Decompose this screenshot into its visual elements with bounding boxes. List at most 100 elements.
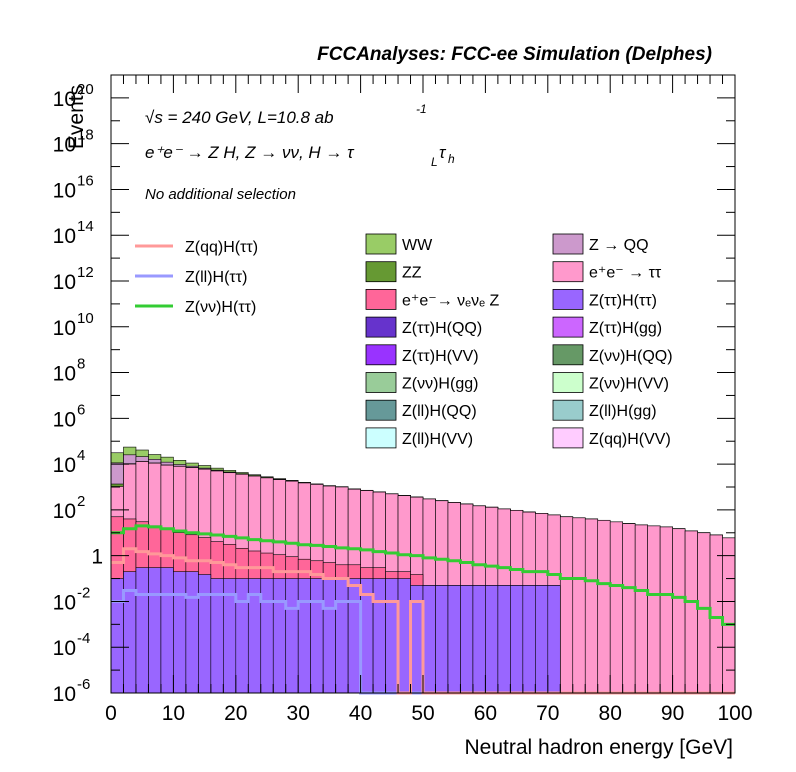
y-tick-base: 10 (53, 454, 76, 477)
legend-box-item: Z(ll)H(QQ) (365, 399, 477, 421)
y-tick-label: 10 6 (53, 401, 86, 431)
legend-box-swatch (365, 399, 397, 421)
y-tick-exp: 6 (77, 401, 85, 418)
stack-bar (697, 532, 711, 694)
legend-lines: Z(qq)H(ττ) Z(ll)H(ττ) Z(νν)H(ττ) (135, 239, 258, 316)
y-tick-label: 1 (91, 546, 103, 569)
x-tick-label: 70 (536, 702, 559, 725)
y-tick-label: 10 18 (53, 127, 94, 157)
y-tick-base: 10 (53, 500, 76, 523)
y-tick-base: 10 (53, 271, 76, 294)
legend-line-label: Z(νν)H(ττ) (185, 299, 256, 316)
x-tick-label: 50 (411, 702, 434, 725)
y-tick-base: 10 (53, 179, 76, 202)
legend-line-item: Z(νν)H(ττ) (135, 299, 256, 316)
energy-text: √s = 240 GeV, L=10.8 ab (145, 108, 334, 127)
stack-bar (522, 585, 536, 694)
stack-bar (510, 585, 524, 694)
legend-box-swatch (552, 316, 584, 338)
y-tick-base: 10 (53, 363, 76, 386)
stack-bar (672, 528, 686, 694)
legend-box-label: Z(ττ)H(VV) (402, 348, 479, 365)
process-sub2: h (448, 152, 455, 166)
stack-bar (647, 525, 661, 694)
y-tick-exp: 10 (77, 310, 94, 327)
stack-bar (322, 578, 336, 694)
stack-bar (310, 578, 324, 694)
y-tick-base: 10 (53, 637, 76, 660)
legend-box-label: Z(ll)H(VV) (402, 431, 473, 448)
legend-box-label: Z(νν)H(QQ) (589, 348, 673, 365)
stack-bar (435, 585, 449, 694)
y-tick-label: 10 16 (53, 172, 94, 202)
y-tick-label: 10 8 (53, 356, 86, 386)
legend-box-label: Z(qq)H(VV) (589, 431, 671, 448)
legend-box-item: Z(νν)H(QQ) (552, 344, 673, 366)
selection-annotation: No additional selection (145, 186, 296, 203)
stack-bar (235, 578, 249, 694)
x-tick-label: 30 (287, 702, 310, 725)
stack-bar (347, 578, 361, 694)
legend-box-label: Z(ττ)H(ττ) (589, 292, 657, 309)
stack-bar (709, 534, 723, 694)
x-tick-label: 90 (661, 702, 684, 725)
legend-box-item: Z(ττ)H(VV) (365, 344, 479, 366)
y-tick-label: 10 14 (53, 218, 94, 248)
x-tick-label: 60 (474, 702, 497, 725)
stack-bar (497, 585, 511, 694)
legend-line-item: Z(qq)H(ττ) (135, 239, 258, 256)
signal-line-2 (111, 524, 735, 626)
legend-box-swatch (365, 344, 397, 366)
stack-bar (609, 521, 623, 694)
legend-box-label: Z(ττ)H(gg) (589, 320, 662, 337)
legend-box-item: e⁺e⁻→ νₑνₑ Z (365, 288, 499, 310)
y-tick-base: 10 (53, 408, 76, 431)
x-tick-label: 80 (599, 702, 622, 725)
energy-annotation: √s = 240 GeV, L=10.8 ab -1 (145, 102, 427, 127)
legend-line-label: Z(ll)H(ττ) (185, 269, 247, 286)
legend-box-swatch (552, 288, 584, 310)
legend-line-label: Z(qq)H(ττ) (185, 239, 258, 256)
stack-bar (397, 578, 411, 694)
stack-bar (447, 585, 461, 694)
process-annotation: e⁺e⁻ → Z H, Z → νν, H → τ L τ h (145, 143, 455, 169)
plot-area (110, 446, 736, 695)
stack-bar (559, 516, 574, 694)
stack-bar (634, 524, 648, 694)
legend-box-label: e⁺e⁻ → ττ (589, 265, 662, 282)
stack-bar (173, 571, 187, 694)
stack-bar (460, 585, 474, 694)
legend-box-item: WW (365, 233, 433, 255)
stack-bar (584, 518, 599, 694)
legend-box-item: Z(ll)H(VV) (365, 427, 473, 449)
legend-box-item: Z(ττ)H(QQ) (365, 316, 482, 338)
y-tick-label: 10 12 (53, 264, 94, 294)
legend-box-label: Z(ll)H(gg) (589, 403, 657, 420)
legend-box-swatch (365, 372, 397, 393)
y-tick-label: 10 2 (53, 493, 86, 523)
y-tick-exp: -2 (77, 584, 90, 601)
stack-bar (198, 574, 212, 694)
x-tick-label: 20 (224, 702, 247, 725)
stack-bar (185, 571, 199, 694)
stack-bar (372, 578, 386, 694)
chart-title: FCCAnalyses: FCC-ee Simulation (Delphes) (317, 44, 712, 65)
legend-box-item: Z(νν)H(gg) (365, 372, 478, 393)
stack-bar (272, 578, 287, 694)
y-tick-exp: -4 (77, 630, 90, 647)
y-tick-label: 10 -2 (53, 584, 91, 614)
legend-box-swatch (552, 427, 584, 449)
stack-bar (110, 578, 124, 694)
y-tick-exp: 14 (77, 218, 94, 235)
y-tick-label: 10 4 (53, 447, 86, 477)
y-tick-exp: 12 (77, 264, 94, 281)
y-tick-exp: 18 (77, 127, 94, 144)
stack-bar (135, 567, 149, 694)
stack-bar (260, 578, 274, 694)
stack-bar (572, 517, 586, 694)
legend-box-swatch (365, 288, 397, 310)
legend-box-swatch (552, 344, 584, 366)
y-tick-base: 10 (53, 683, 76, 706)
